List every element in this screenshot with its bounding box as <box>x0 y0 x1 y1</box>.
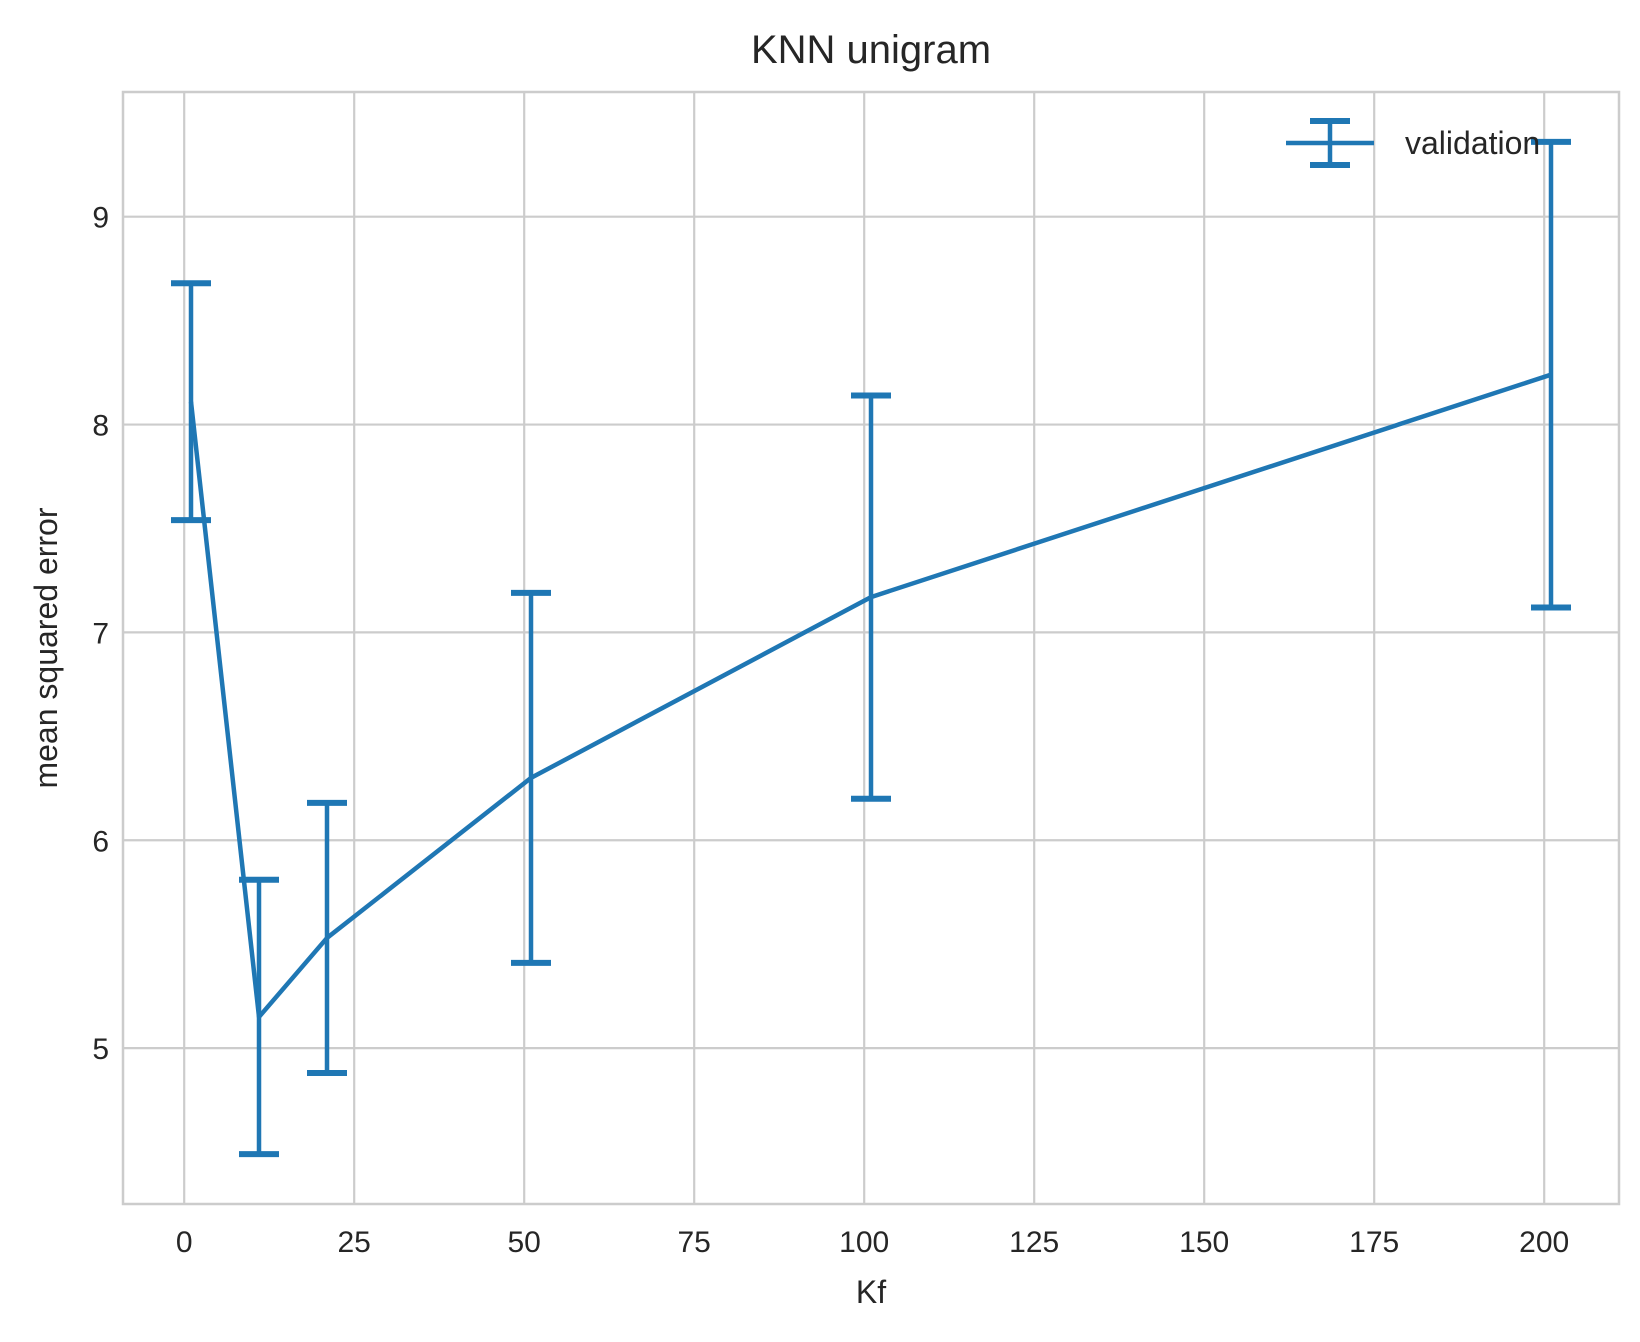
x-tick-label: 75 <box>678 1226 711 1259</box>
y-tick-label: 8 <box>92 410 109 443</box>
x-tick-label: 25 <box>338 1226 371 1259</box>
y-axis-label: mean squared error <box>28 507 64 788</box>
x-axis-label: Kf <box>856 1274 886 1310</box>
x-tick-label: 175 <box>1349 1226 1399 1259</box>
legend-label: validation <box>1405 125 1540 161</box>
x-tick-label: 150 <box>1179 1226 1229 1259</box>
x-tick-label: 50 <box>508 1226 541 1259</box>
y-tick-label: 9 <box>92 202 109 235</box>
x-tick-label: 200 <box>1519 1226 1569 1259</box>
y-tick-label: 6 <box>92 825 109 858</box>
y-tick-label: 7 <box>92 617 109 650</box>
chart-title: KNN unigram <box>751 28 991 72</box>
x-tick-label: 125 <box>1009 1226 1059 1259</box>
x-tick-label: 0 <box>176 1226 193 1259</box>
y-tick-label: 5 <box>92 1033 109 1066</box>
x-tick-label: 100 <box>839 1226 889 1259</box>
